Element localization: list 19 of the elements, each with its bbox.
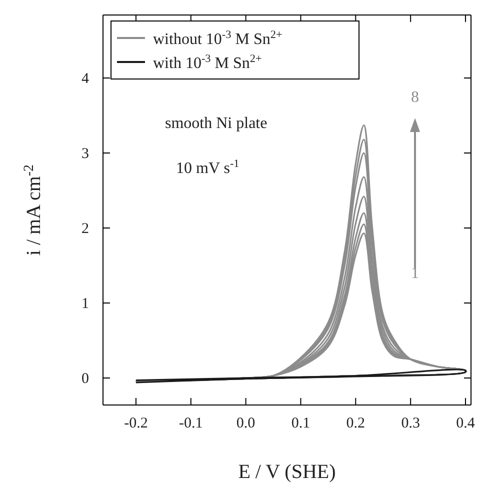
- x-tick-label: 0.1: [291, 416, 310, 432]
- y-tick-label: 4: [82, 70, 90, 87]
- x-axis-title: E / V (SHE): [238, 461, 336, 483]
- y-tick-label: 2: [82, 220, 89, 237]
- x-tick-label: 0.3: [401, 416, 420, 432]
- x-tick-label: 0.0: [236, 416, 256, 432]
- x-tick-label: -0.2: [124, 416, 148, 432]
- x-tick-label: 0.2: [346, 416, 366, 432]
- annotation: smooth Ni plate: [165, 115, 268, 132]
- annotation: 10 mV s$^{-1}$: [176, 158, 240, 177]
- y-tick-label: 0: [82, 370, 89, 387]
- legend-label: without 10$^{-3}$ M Sn$^{2+}$: [153, 29, 282, 48]
- legend-label: with 10$^{-3}$ M Sn$^{2+}$: [153, 53, 262, 72]
- y-tick-label: 3: [82, 146, 89, 162]
- x-tick-label: 0.4: [456, 416, 476, 432]
- x-tick-label: -0.1: [179, 416, 203, 432]
- annotation: 1: [411, 265, 419, 282]
- y-tick-label: 1: [82, 296, 89, 312]
- annotation: 8: [411, 89, 419, 106]
